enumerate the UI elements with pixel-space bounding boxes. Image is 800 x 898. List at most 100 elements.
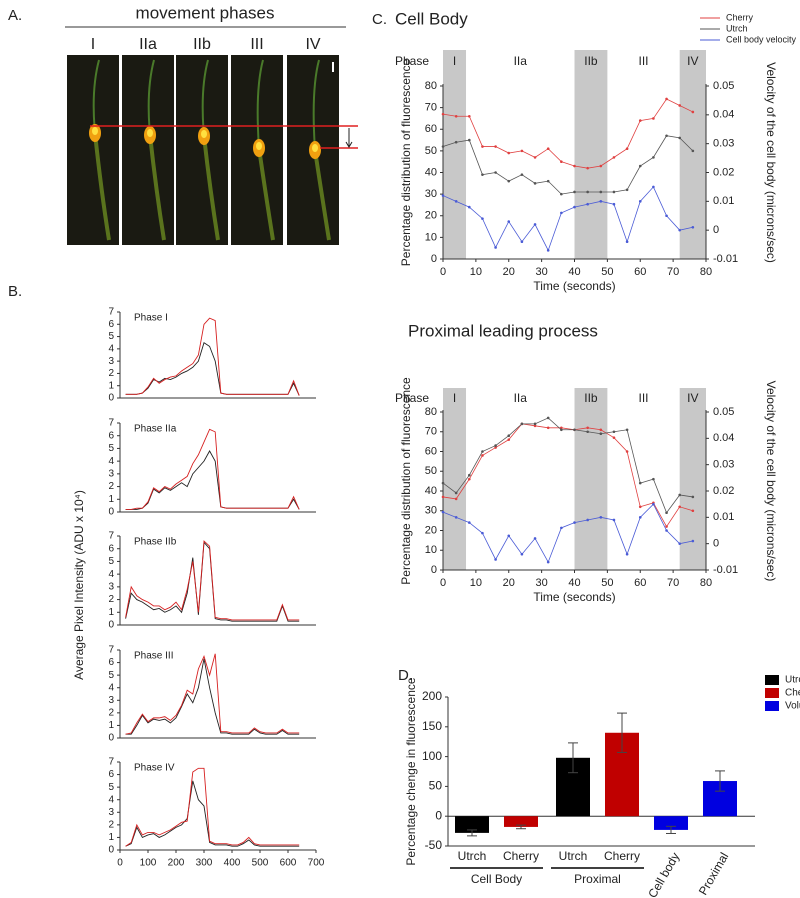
y-tick-label: 30	[425, 188, 437, 200]
y-tick-label: 50	[425, 145, 437, 157]
data-point	[468, 473, 471, 477]
soma-core	[147, 129, 153, 137]
trailing-process	[202, 135, 220, 241]
data-point	[533, 537, 537, 540]
phase-label: IV	[305, 36, 320, 53]
legend-label: Cell body velocity	[726, 34, 797, 44]
phase-label: III	[250, 36, 263, 53]
data-point	[560, 211, 563, 215]
y-tick-label: 150	[422, 719, 442, 733]
data-point	[494, 446, 497, 449]
panel-label: A.	[8, 7, 22, 24]
phase-label: IIa	[139, 36, 157, 53]
micrograph	[122, 55, 174, 245]
data-point	[454, 497, 458, 501]
y2-tick-label: 0.04	[713, 109, 734, 121]
data-point	[665, 97, 668, 101]
x-tick-label: 30	[536, 577, 548, 589]
data-point	[573, 428, 576, 432]
x-tick-label: 0	[440, 577, 446, 589]
data-point	[560, 526, 563, 530]
y-tick-label: 30	[425, 505, 437, 517]
x-tick-label: Proximal	[696, 850, 731, 897]
data-point	[599, 164, 603, 168]
x-tick-label: 100	[140, 858, 157, 869]
data-point	[691, 495, 695, 499]
data-point	[441, 510, 445, 514]
y-tick-label: 2	[108, 594, 114, 605]
data-point	[638, 200, 642, 203]
data-point	[691, 110, 695, 114]
y-tick-label: 6	[108, 430, 114, 441]
y-tick-label: 1	[108, 494, 114, 505]
data-point	[599, 190, 603, 194]
data-point	[599, 516, 603, 519]
legend-swatch	[765, 701, 779, 711]
y-tick-label: 100	[422, 749, 442, 763]
data-point	[481, 531, 484, 535]
y2-tick-label: 0.05	[713, 80, 734, 92]
y-tick-label: 5	[108, 670, 114, 681]
x-tick-label: 70	[667, 577, 679, 589]
data-point	[612, 190, 616, 194]
phase-label: I	[453, 54, 456, 68]
series-line	[442, 98, 694, 169]
legend-label: Cherry	[726, 12, 754, 22]
legend-label: Volume	[785, 701, 800, 712]
y2-tick-label: 0.02	[713, 485, 734, 497]
y2-tick-label: 0.03	[713, 459, 734, 471]
y-tick-label: 0	[108, 845, 114, 856]
y-tick-label: 3	[108, 807, 114, 818]
x-tick-label: 0	[440, 266, 446, 278]
series-line	[125, 767, 300, 847]
y-tick-label: 7	[108, 418, 114, 429]
x-tick-label: 400	[224, 858, 241, 869]
series-line	[125, 450, 300, 510]
bar	[455, 816, 489, 833]
data-point	[507, 179, 511, 183]
data-point	[454, 114, 458, 118]
y-tick-label: 2	[108, 707, 114, 718]
data-point	[665, 134, 668, 138]
x-tick-label: 40	[568, 577, 580, 589]
phase-label: IIa	[514, 54, 528, 68]
y-tick-label: 2	[108, 368, 114, 379]
phase-label: IIa	[514, 391, 528, 405]
y-tick-label: 6	[108, 543, 114, 554]
x-tick-label: 80	[700, 266, 712, 278]
y-tick-label: 7	[108, 645, 114, 656]
data-point	[560, 428, 563, 432]
data-point	[441, 194, 445, 197]
legend-swatch	[765, 675, 779, 685]
y-tick-label: 7	[108, 307, 114, 318]
x-tick-label: 10	[470, 577, 482, 589]
phase-heading: Phase	[395, 391, 429, 405]
phase-band	[679, 388, 706, 570]
data-point	[625, 428, 629, 432]
y-tick-label: 50	[429, 779, 443, 793]
y2-tick-label: 0.03	[713, 138, 734, 150]
data-point	[454, 200, 458, 203]
data-point	[520, 422, 524, 426]
x-tick-label: 700	[308, 858, 325, 869]
y-tick-label: 1	[108, 720, 114, 731]
x-tick-label: 60	[634, 577, 646, 589]
series-line	[125, 540, 300, 621]
y-tick-label: 70	[425, 426, 437, 438]
data-point	[638, 164, 642, 168]
data-point	[599, 200, 603, 203]
y-tick-label: 40	[425, 166, 437, 178]
data-point	[573, 190, 576, 194]
data-point	[560, 160, 563, 163]
y-tick-label: 0	[108, 507, 114, 518]
data-point	[533, 156, 537, 159]
y2-tick-label: 0.02	[713, 166, 734, 178]
y-axis-label: Percentage distribution of fluorescence	[399, 377, 413, 585]
legend-label: Utrch	[785, 675, 800, 686]
data-point	[507, 151, 511, 155]
data-point	[625, 147, 629, 151]
y-tick-label: 7	[108, 757, 114, 768]
data-point	[441, 481, 445, 485]
data-point	[481, 450, 484, 453]
soma-core	[312, 144, 318, 152]
